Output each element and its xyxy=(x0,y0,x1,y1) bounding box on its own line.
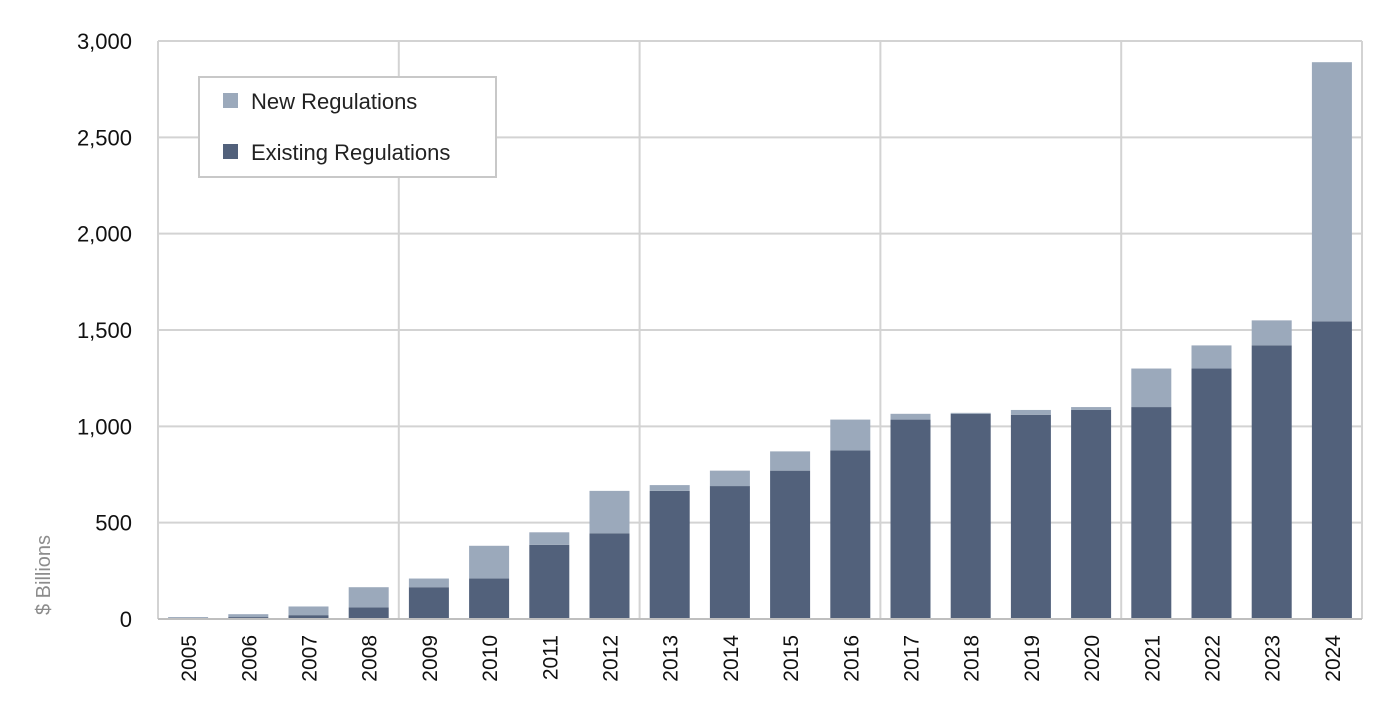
bar-new-regulations-2021 xyxy=(1131,368,1172,408)
legend-label-new-regulations: New Regulations xyxy=(251,89,417,114)
x-tick-label: 2024 xyxy=(1322,635,1345,682)
bar-existing-regulations-2011 xyxy=(529,544,570,619)
x-tick-label: 2009 xyxy=(419,635,442,682)
y-axis-title: $ Billions xyxy=(33,535,55,615)
bar-new-regulations-2013 xyxy=(649,485,690,491)
bar-new-regulations-2016 xyxy=(830,419,871,451)
x-tick-label: 2007 xyxy=(299,635,322,682)
bar-new-regulations-2007 xyxy=(288,606,329,616)
x-tick-label: 2013 xyxy=(660,635,683,682)
x-tick-label: 2014 xyxy=(720,635,743,682)
legend-swatch-existing-regulations xyxy=(223,144,238,159)
x-tick-label: 2016 xyxy=(840,635,863,682)
y-tick-label: 0 xyxy=(120,607,132,632)
x-tick-label: 2008 xyxy=(359,635,382,682)
x-tick-label: 2006 xyxy=(238,635,261,682)
bar-new-regulations-2011 xyxy=(529,532,570,545)
bar-existing-regulations-2007 xyxy=(288,615,329,619)
x-tick-label: 2010 xyxy=(479,635,502,682)
bar-new-regulations-2008 xyxy=(348,587,389,608)
y-tick-label: 2,000 xyxy=(77,222,132,247)
y-tick-label: 500 xyxy=(95,511,132,536)
bar-new-regulations-2022 xyxy=(1191,345,1232,369)
x-tick-label: 2015 xyxy=(780,635,803,682)
y-tick-label: 1,000 xyxy=(77,414,132,439)
bar-existing-regulations-2023 xyxy=(1251,345,1292,619)
bar-existing-regulations-2021 xyxy=(1131,407,1172,619)
bar-new-regulations-2015 xyxy=(770,451,811,471)
bar-existing-regulations-2015 xyxy=(770,470,811,619)
x-tick-label: 2012 xyxy=(600,635,623,682)
bar-new-regulations-2017 xyxy=(890,413,931,420)
x-tick-label: 2017 xyxy=(901,635,924,682)
x-tick-label: 2011 xyxy=(539,635,562,680)
bar-existing-regulations-2009 xyxy=(408,587,449,619)
bar-new-regulations-2023 xyxy=(1251,320,1292,346)
legend-swatch-new-regulations xyxy=(223,93,238,108)
x-tick-label: 2020 xyxy=(1081,635,1104,682)
bar-existing-regulations-2022 xyxy=(1191,368,1232,619)
bar-existing-regulations-2017 xyxy=(890,419,931,619)
bar-new-regulations-2020 xyxy=(1071,407,1112,410)
y-tick-label: 2,500 xyxy=(77,125,132,150)
x-tick-label: 2019 xyxy=(1021,635,1044,682)
bar-new-regulations-2019 xyxy=(1010,409,1051,415)
x-tick-label: 2021 xyxy=(1141,635,1164,682)
x-tick-label: 2005 xyxy=(178,635,201,682)
bar-existing-regulations-2024 xyxy=(1311,321,1352,619)
legend: New Regulations Existing Regulations xyxy=(198,76,497,178)
bar-new-regulations-2018 xyxy=(950,412,991,414)
bar-existing-regulations-2013 xyxy=(649,490,690,619)
bar-existing-regulations-2020 xyxy=(1071,409,1112,619)
bar-new-regulations-2010 xyxy=(469,545,510,579)
bar-new-regulations-2005 xyxy=(168,617,209,619)
bar-new-regulations-2012 xyxy=(589,490,630,534)
x-tick-label: 2022 xyxy=(1202,635,1225,682)
legend-label-existing-regulations: Existing Regulations xyxy=(251,140,450,165)
bar-new-regulations-2024 xyxy=(1311,62,1352,322)
bar-existing-regulations-2010 xyxy=(469,578,510,619)
legend-box xyxy=(198,76,497,178)
bar-existing-regulations-2014 xyxy=(709,486,750,619)
bars xyxy=(168,62,1352,619)
x-tick-label: 2018 xyxy=(961,635,984,682)
x-tick-label: 2023 xyxy=(1262,635,1285,682)
bar-existing-regulations-2008 xyxy=(348,607,389,619)
bar-new-regulations-2009 xyxy=(408,578,449,588)
bar-new-regulations-2006 xyxy=(228,614,269,618)
bar-new-regulations-2014 xyxy=(709,470,750,487)
bar-existing-regulations-2012 xyxy=(589,533,630,619)
bar-existing-regulations-2019 xyxy=(1010,414,1051,619)
y-tick-label: 1,500 xyxy=(77,318,132,343)
y-tick-label: 3,000 xyxy=(77,29,132,54)
bar-existing-regulations-2018 xyxy=(950,413,991,619)
axes: 0 500 1,000 1,500 2,000 2,500 3,000 2005 2006 200… xyxy=(77,29,1362,682)
bar-existing-regulations-2016 xyxy=(830,450,871,619)
